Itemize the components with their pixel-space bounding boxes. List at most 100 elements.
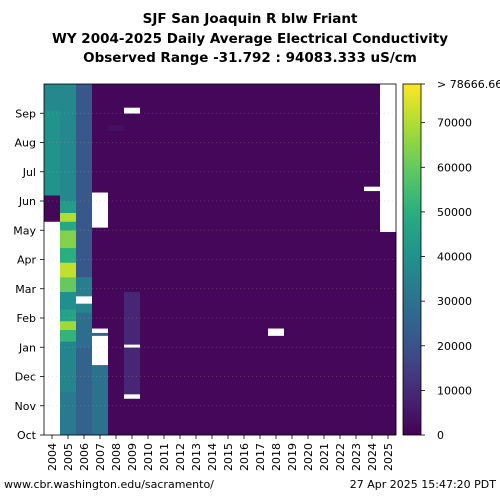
y-tick-label: Aug bbox=[15, 137, 36, 150]
heatmap-cell-2016 bbox=[236, 84, 253, 436]
heatmap-cell-2009 bbox=[124, 394, 141, 399]
x-tick-label: 2020 bbox=[302, 443, 315, 471]
heatmap-cell-2005 bbox=[60, 212, 77, 222]
heatmap-cell-2024 bbox=[364, 186, 381, 192]
x-tick-label: 2021 bbox=[318, 443, 331, 471]
heatmap-cell-2005 bbox=[60, 391, 77, 436]
chart-title-line-1: SJF San Joaquin R blw Friant bbox=[142, 11, 358, 27]
heatmap-cell-2023 bbox=[348, 84, 365, 436]
heatmap-cell-2018 bbox=[268, 84, 285, 329]
heatmap-cell-2024 bbox=[364, 84, 381, 187]
heatmap-cell-2009 bbox=[124, 344, 141, 348]
heatmap-cell-2018 bbox=[268, 328, 285, 336]
y-tick-label: Oct bbox=[17, 429, 37, 442]
heatmap-cell-2005 bbox=[60, 221, 77, 231]
heatmap-cell-2006 bbox=[76, 347, 93, 436]
heatmap-cell-2006 bbox=[76, 303, 93, 313]
heatmap-cell-2005 bbox=[60, 201, 77, 213]
heatmap-cell-2004 bbox=[44, 84, 61, 111]
x-tick-label: 2024 bbox=[366, 443, 379, 471]
y-tick-label: Nov bbox=[15, 400, 37, 413]
x-tick-label: 2025 bbox=[382, 443, 395, 471]
heatmap-cell-2004 bbox=[44, 110, 61, 196]
heatmap-cell-2014 bbox=[204, 84, 221, 436]
colorbar-tick-label: 60000 bbox=[437, 161, 472, 174]
colorbar-tick-label: 40000 bbox=[437, 251, 472, 264]
heatmap-cell-2005 bbox=[60, 230, 77, 249]
heatmap-cell-2004 bbox=[44, 195, 61, 222]
heatmap-cell-2007 bbox=[92, 227, 109, 329]
heatmap-cell-2018 bbox=[268, 335, 285, 436]
heatmap-cell-2009 bbox=[124, 113, 141, 292]
y-tick-label: Jan bbox=[18, 341, 36, 354]
heatmap-cell-2005 bbox=[60, 277, 77, 292]
x-tick-label: 2010 bbox=[142, 443, 155, 471]
heatmap-cell-2005 bbox=[60, 329, 77, 342]
x-tick-label: 2005 bbox=[62, 443, 75, 471]
x-tick-label: 2016 bbox=[238, 443, 251, 471]
heatmap-cell-2009 bbox=[124, 84, 141, 108]
heatmap-cell-2008 bbox=[108, 130, 125, 436]
heatmap-cell-2005 bbox=[60, 84, 77, 202]
heatmap-cell-2007 bbox=[92, 364, 109, 436]
heatmap-cell-2020 bbox=[300, 84, 317, 436]
heatmap-cell-2006 bbox=[76, 312, 93, 348]
x-tick-label: 2018 bbox=[270, 443, 283, 471]
y-tick-label: Mar bbox=[15, 283, 36, 296]
x-tick-label: 2015 bbox=[222, 443, 235, 471]
y-tick-label: Jul bbox=[22, 166, 36, 179]
heatmap-cell-2013 bbox=[188, 84, 205, 436]
heatmap-cell-2024 bbox=[364, 190, 381, 436]
heatmap-cell-2011 bbox=[156, 84, 173, 436]
heatmap-cell-2006 bbox=[76, 84, 93, 278]
x-tick-label: 2023 bbox=[350, 443, 363, 471]
heatmap-cell-2004 bbox=[44, 221, 61, 436]
x-tick-label: 2008 bbox=[110, 443, 123, 471]
colorbar-tick-label: 20000 bbox=[437, 340, 472, 353]
chart-title-line-3: Observed Range -31.792 : 94083.333 uS/cm bbox=[83, 50, 417, 66]
y-tick-label: Dec bbox=[15, 371, 36, 384]
y-tick-label: Sep bbox=[15, 107, 36, 120]
y-tick-label: Feb bbox=[17, 312, 36, 325]
timestamp: 27 Apr 2025 15:47:20 PDT bbox=[349, 478, 496, 491]
heatmap-cell-2009 bbox=[124, 347, 141, 395]
heatmap-cell-2009 bbox=[124, 291, 141, 345]
heatmap-cell-2021 bbox=[316, 84, 333, 436]
heatmap-cell-2007 bbox=[92, 332, 109, 336]
heatmap-cell-2005 bbox=[60, 291, 77, 310]
x-tick-label: 2014 bbox=[206, 443, 219, 471]
chart-title-line-2: WY 2004-2025 Daily Average Electrical Co… bbox=[51, 31, 449, 47]
x-tick-label: 2009 bbox=[126, 443, 139, 471]
heatmap-cell-2017 bbox=[252, 84, 269, 436]
heatmap-cell-2009 bbox=[124, 107, 141, 114]
heatmap-cell-2005 bbox=[60, 309, 77, 322]
colorbar-tick-label: 50000 bbox=[437, 206, 472, 219]
heatmap-cell-2007 bbox=[92, 84, 109, 193]
x-tick-label: 2007 bbox=[94, 443, 107, 471]
y-tick-label: Jun bbox=[18, 195, 36, 208]
heatmap-cell-2005 bbox=[60, 247, 77, 263]
y-tick-label: May bbox=[13, 224, 36, 237]
x-tick-label: 2012 bbox=[174, 443, 187, 471]
heatmap-cell-2005 bbox=[60, 262, 77, 278]
colorbar-gradient bbox=[402, 83, 422, 436]
x-tick-label: 2011 bbox=[158, 443, 171, 471]
x-tick-label: 2017 bbox=[254, 443, 267, 471]
colorbar-tick-label: 30000 bbox=[437, 295, 472, 308]
heatmap-cell-2007 bbox=[92, 335, 109, 366]
x-tick-label: 2019 bbox=[286, 443, 299, 471]
colorbar-overflow-label: > 78666.66 bbox=[437, 78, 500, 91]
heatmap-cell-2007 bbox=[92, 192, 109, 228]
axes: Oct Nov Dec Jan Feb Mar Apr May Jun Jul Aug Sep 2004… bbox=[13, 83, 397, 471]
heatmap-cell-2007 bbox=[92, 328, 109, 333]
heatmap-cell-2006 bbox=[76, 296, 93, 304]
x-tick-label: 2022 bbox=[334, 443, 347, 471]
colorbar-tick-label: 10000 bbox=[437, 384, 472, 397]
y-tick-label: Apr bbox=[17, 254, 37, 267]
plot-area bbox=[44, 84, 397, 436]
heatmap-cell-2010 bbox=[140, 84, 157, 436]
colorbar-tick-label: 0 bbox=[437, 429, 444, 442]
colorbar: 0 10000 20000 30000 40000 50000 60000 70000 > 78… bbox=[402, 78, 500, 442]
